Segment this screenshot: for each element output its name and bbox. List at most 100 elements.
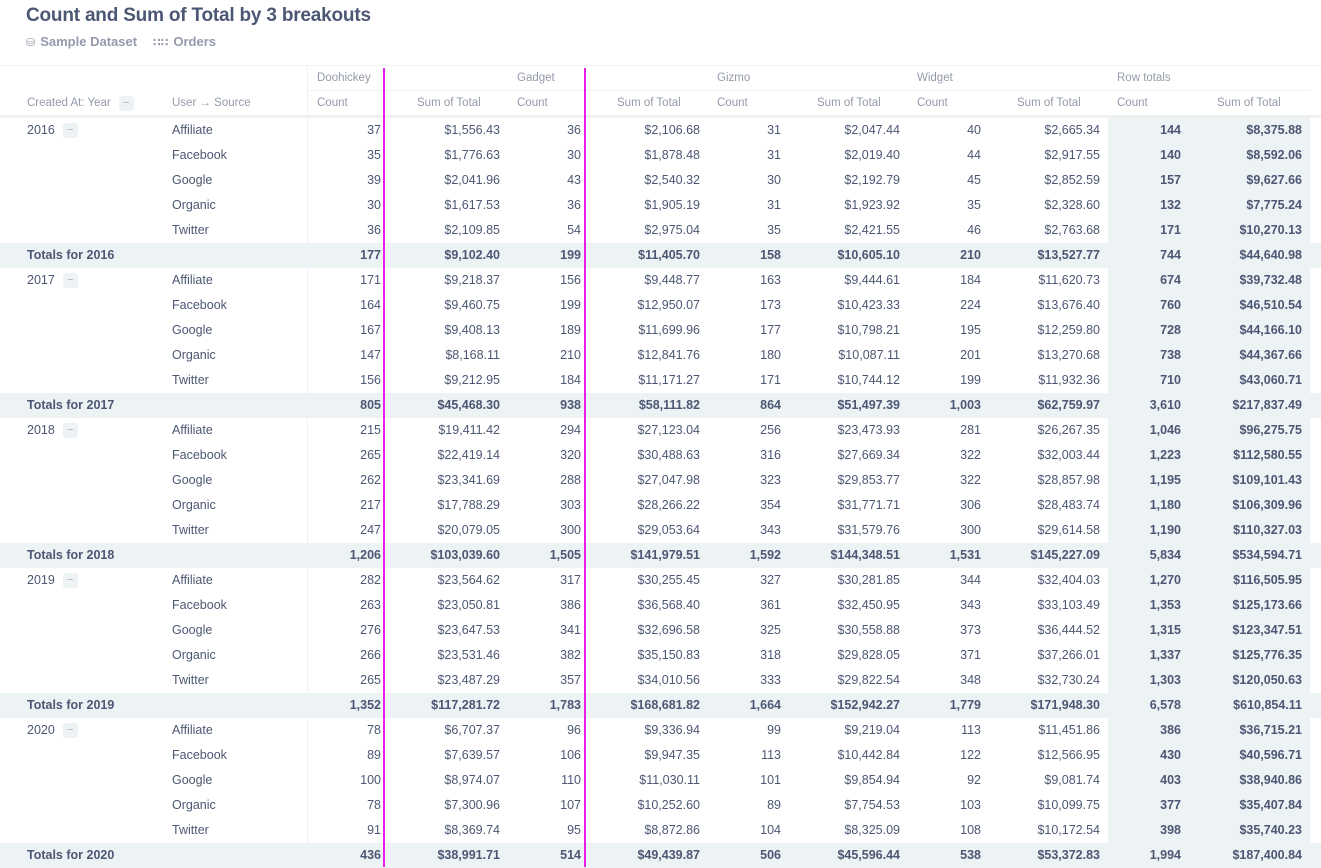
column-group-doohickey[interactable]: Doohickey xyxy=(308,66,508,91)
row-header-source[interactable]: User → Source xyxy=(160,90,308,116)
count-cell: 256 xyxy=(760,423,781,437)
sum-cell: $7,775.24 xyxy=(1185,193,1310,218)
sum-cell: $10,087.11 xyxy=(838,348,900,362)
column-group-row-totals[interactable]: Row totals xyxy=(1108,66,1310,91)
breadcrumb-database[interactable]: ⛁ Sample Dataset xyxy=(26,34,137,49)
count-cell: 317 xyxy=(560,573,581,587)
source-cell: Organic xyxy=(160,793,308,818)
collapse-icon[interactable]: − xyxy=(62,723,78,738)
source-cell: Twitter xyxy=(160,668,308,693)
year-cell xyxy=(0,218,160,243)
sum-cell: $8,592.06 xyxy=(1185,143,1310,168)
sum-cell: $2,665.34 xyxy=(1044,123,1100,137)
count-cell: 54 xyxy=(567,223,581,237)
column-header-sum-of-total[interactable]: Sum of Total xyxy=(817,96,881,109)
sum-cell: $2,019.40 xyxy=(844,148,900,162)
sum-cell: $10,270.13 xyxy=(1185,218,1310,243)
collapse-icon[interactable]: − xyxy=(62,423,78,438)
sum-cell: $9,448.77 xyxy=(644,273,700,287)
sum-cell: $58,111.82 xyxy=(638,398,700,412)
count-cell: 6,578 xyxy=(1108,693,1185,718)
count-cell: 189 xyxy=(560,323,581,337)
table-row: Facebook 89 $7,639.57 106 $9,947.35 113 $10,44… xyxy=(0,743,1321,768)
count-cell: 344 xyxy=(960,573,981,587)
column-group-gizmo[interactable]: Gizmo xyxy=(708,66,908,91)
source-cell: Facebook xyxy=(160,593,308,618)
column-group-gadget[interactable]: Gadget xyxy=(508,66,708,91)
sum-cell: $2,421.55 xyxy=(844,223,900,237)
sum-cell: $10,744.12 xyxy=(837,373,900,387)
source-cell: Facebook xyxy=(160,443,308,468)
collapse-icon[interactable]: − xyxy=(118,95,134,111)
count-cell: 303 xyxy=(560,498,581,512)
column-header-count[interactable]: Count xyxy=(517,96,548,109)
count-cell: 1,337 xyxy=(1108,643,1185,668)
collapse-icon[interactable]: − xyxy=(62,273,78,288)
year-cell xyxy=(0,343,160,368)
count-cell: 199 xyxy=(560,248,581,262)
source-cell: Facebook xyxy=(160,143,308,168)
count-cell: 325 xyxy=(760,623,781,637)
count-cell: 1,783 xyxy=(549,698,581,712)
count-cell: 538 xyxy=(960,848,981,862)
year-cell xyxy=(0,743,160,768)
column-header-count[interactable]: Count xyxy=(917,96,948,109)
count-cell: 99 xyxy=(767,723,781,737)
totals-row: Totals for 2018 1,206 $103,039.60 1,505 $141… xyxy=(0,543,1321,568)
sum-cell: $11,171.27 xyxy=(638,373,700,387)
year-cell xyxy=(0,468,160,493)
column-header-count[interactable]: Count xyxy=(317,96,348,109)
sum-cell: $23,487.29 xyxy=(437,673,500,687)
source-cell: Twitter xyxy=(160,368,308,393)
count-cell: 430 xyxy=(1108,743,1185,768)
count-cell: 171 xyxy=(1108,218,1185,243)
totals-row: Totals for 2020 436 $38,991.71 514 $49,439.8… xyxy=(0,843,1321,868)
totals-row: Totals for 2016 177 $9,102.40 199 $11,405.70… xyxy=(0,243,1321,268)
sum-cell: $36,444.52 xyxy=(1037,623,1100,637)
source-cell: Organic xyxy=(160,493,308,518)
sum-cell: $9,081.74 xyxy=(1044,773,1100,787)
count-cell: 156 xyxy=(360,373,381,387)
table-row: Google 39 $2,041.96 43 $2,540.32 30 $2,192.79 4… xyxy=(0,168,1321,193)
count-cell: 132 xyxy=(1108,193,1185,218)
sum-cell: $6,707.37 xyxy=(444,723,500,737)
column-header-sum-of-total[interactable]: Sum of Total xyxy=(417,96,481,109)
sum-cell: $9,336.94 xyxy=(644,723,700,737)
column-group-widget[interactable]: Widget xyxy=(908,66,1108,91)
count-cell: 164 xyxy=(360,298,381,312)
column-header-sum-of-total[interactable]: Sum of Total xyxy=(1217,96,1281,109)
column-header-sum-of-total[interactable]: Sum of Total xyxy=(617,96,681,109)
count-cell: 1,270 xyxy=(1108,568,1185,593)
column-header-count[interactable]: Count xyxy=(717,96,748,109)
count-cell: 5,834 xyxy=(1108,543,1185,568)
collapse-icon[interactable]: − xyxy=(62,123,78,138)
count-cell: 386 xyxy=(560,598,581,612)
sum-cell: $36,568.40 xyxy=(637,598,700,612)
column-header-sum-of-total[interactable]: Sum of Total xyxy=(1017,96,1081,109)
header-row-groups: Doohickey Gadget Gizmo Widget Row totals xyxy=(0,66,1321,91)
count-cell: 1,180 xyxy=(1108,493,1185,518)
totals-row: Totals for 2017 805 $45,468.30 938 $58,111.8… xyxy=(0,393,1321,418)
count-cell: 1,505 xyxy=(549,548,581,562)
sum-cell: $9,627.66 xyxy=(1185,168,1310,193)
count-cell: 276 xyxy=(360,623,381,637)
breadcrumb-table[interactable]: ∷∷ Orders xyxy=(153,34,216,49)
sum-cell: $23,647.53 xyxy=(437,623,500,637)
source-cell: Google xyxy=(160,168,308,193)
count-cell: 710 xyxy=(1108,368,1185,393)
year-cell: 2020− xyxy=(0,718,160,743)
column-header-count[interactable]: Count xyxy=(1117,96,1148,109)
row-header-year[interactable]: Created At: Year − xyxy=(0,91,160,116)
count-cell: 343 xyxy=(760,523,781,537)
collapse-icon[interactable]: − xyxy=(62,573,78,588)
count-cell: 1,046 xyxy=(1108,418,1185,443)
count-cell: 386 xyxy=(1108,718,1185,743)
table-row: Twitter 265 $23,487.29 357 $34,010.56 333 $29,… xyxy=(0,668,1321,693)
table-row: Google 276 $23,647.53 341 $32,696.58 325 $30,5… xyxy=(0,618,1321,643)
sum-cell: $8,974.07 xyxy=(444,773,500,787)
count-cell: 156 xyxy=(560,273,581,287)
count-cell: 201 xyxy=(960,348,981,362)
count-cell: 95 xyxy=(567,823,581,837)
sum-cell: $32,696.58 xyxy=(637,623,700,637)
year-cell xyxy=(0,168,160,193)
